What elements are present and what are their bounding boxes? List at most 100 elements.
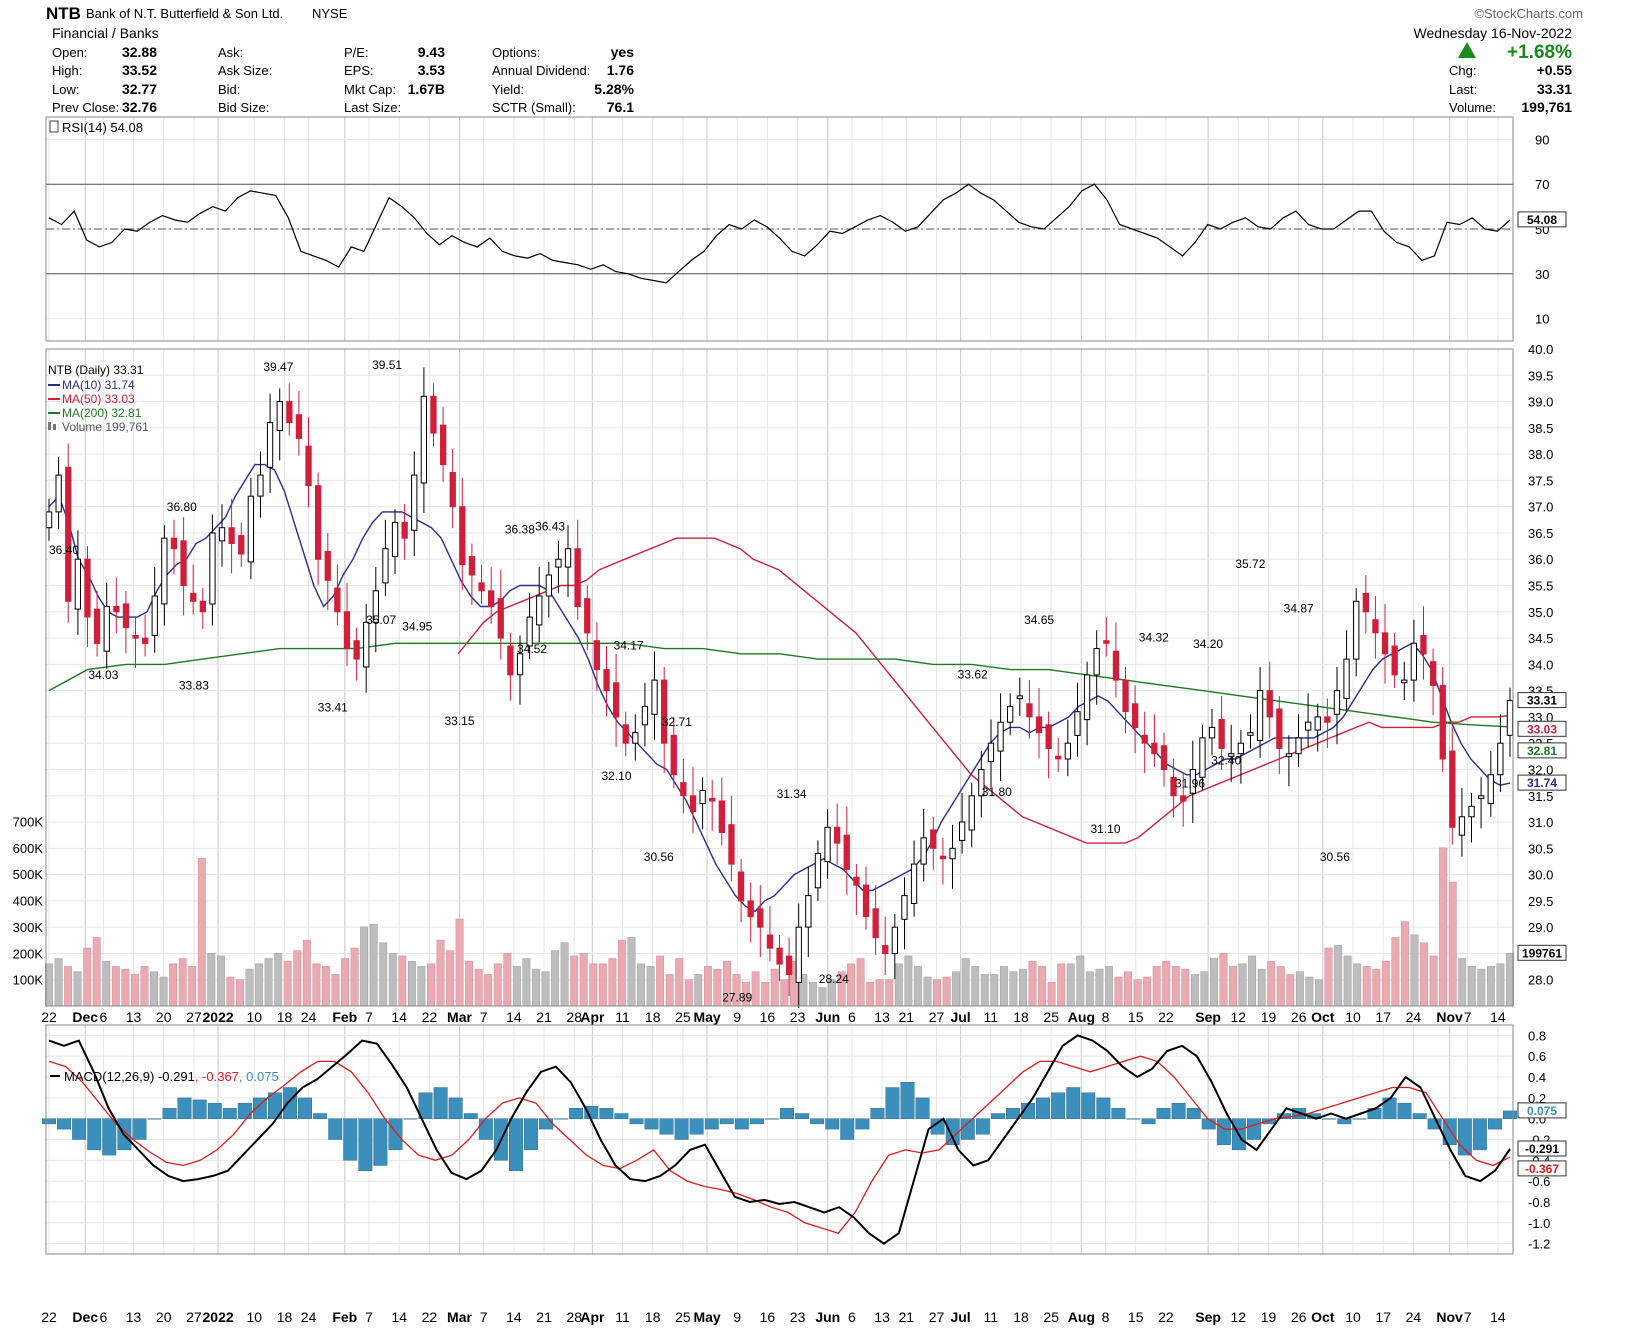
volume-last-box [1517,944,1567,961]
volume-bar [1133,979,1142,1007]
volume-bar [579,953,588,1007]
candle-body [1045,724,1052,749]
candle-body [891,926,899,955]
candle-body [680,782,687,797]
volume-bar [130,974,139,1007]
quote-label: P/E: [344,45,369,60]
y-tick-label: 0.2 [1528,1091,1546,1106]
macd-histogram-bar [870,1108,885,1119]
candle-body [1064,742,1071,760]
volume-bar [1286,974,1295,1007]
y-tick-label: 39.5 [1528,368,1553,383]
y-tick-label: -1.2 [1528,1237,1550,1252]
macd-histogram-bar [283,1087,297,1119]
volume-bar [980,974,989,1007]
x-tick-label: 18 [277,1309,293,1325]
quote-value: 9.43 [418,44,445,60]
macd-histogram-bar [644,1118,659,1130]
volume-bar [1229,966,1238,1007]
price-annotation: 34.17 [614,638,644,652]
macd-histogram-bar [1487,1118,1502,1130]
price-annotation: 39.47 [263,360,293,374]
volume-bar [407,960,416,1007]
macd-title-hist: 0.075 [246,1069,279,1084]
macd-histogram-bar [509,1118,523,1171]
candle-body [1468,805,1475,818]
x-tick-label: 12 [1231,1309,1247,1325]
macd-histogram-bar [162,1108,177,1119]
candle-body [824,826,831,862]
candle-body [1381,632,1389,655]
candle-body [814,853,822,889]
candle-body [1189,769,1196,794]
volume-bar [1295,971,1304,1007]
volume-bar [1343,955,1352,1007]
candle-body [1295,737,1302,755]
volume-bar [465,960,474,1007]
volume-tick-label: 700K [13,814,44,829]
x-tick-label: 22 [422,1309,438,1325]
quote-label: Annual Dividend: [492,63,590,78]
candle-body [1276,708,1283,749]
x-tick-label: 7 [365,1309,373,1325]
ma200-last-box [1517,742,1567,759]
x-tick-label: 20 [156,1009,172,1025]
candle-body [574,548,581,608]
candle-body [1132,703,1139,728]
x-tick-label: 21 [536,1309,552,1325]
price-annotation: 34.20 [1193,637,1223,651]
x-tick-label: 23 [790,1009,806,1025]
candle-body [343,611,351,650]
x-tick-label: Jul [950,1009,970,1025]
candle-body [142,637,149,644]
quote-label: Last: [1449,82,1477,97]
price-annotation: 34.95 [402,619,432,633]
volume-bar [1267,960,1276,1007]
legend-ma200: MA(200) 32.81 [62,406,142,420]
y-tick-label: 36.0 [1528,552,1553,567]
volume-bar [341,958,349,1007]
macd-histogram-bar [207,1102,222,1119]
macd-histogram-bar [1111,1108,1126,1119]
macd-histogram-bar [1096,1097,1111,1119]
volume-bar [427,963,435,1007]
quote-value: 32.77 [122,81,157,97]
legend-price: NTB (Daily) 33.31 [48,363,144,377]
quote-value: +0.55 [1537,62,1573,78]
x-tick-label: 23 [790,1309,806,1325]
x-tick-label: Jul [950,1309,970,1325]
y-tick-label: -0.6 [1528,1174,1550,1189]
candle-body [324,550,331,581]
macd-histogram-bar [1322,1118,1337,1120]
candle-body [1430,661,1437,686]
volume-bar [1276,966,1285,1007]
price-annotation: 36.38 [505,522,535,536]
y-tick-label: -0.8 [1528,1195,1550,1210]
x-tick-label: 25 [1043,1309,1059,1325]
x-tick-label: 2022 [203,1009,234,1025]
x-tick-label: Nov [1436,1309,1463,1325]
x-tick-label: Aug [1068,1009,1095,1025]
x-tick-label: May [693,1009,720,1025]
candle-body [1055,755,1062,760]
volume-bar [942,976,951,1007]
macd-title-macd: -0.291 [158,1069,195,1084]
volume-bar [866,982,875,1007]
volume-bar [1353,963,1362,1007]
candle-body [1420,635,1427,655]
x-tick-label: 9 [733,1009,741,1025]
macd-title-text: MACD(12,26,9) [64,1069,154,1084]
volume-bar [54,958,63,1007]
volume-bar [1410,934,1419,1007]
signal-last-box [1517,1160,1567,1177]
company-name: Bank of N.T. Butterfield & Son Ltd. [86,6,283,21]
volume-bar [293,950,302,1007]
macd-histogram-bar [569,1108,584,1119]
candle-body [382,548,389,584]
x-tick-label: 27 [929,1309,945,1325]
x-tick-label: 11 [615,1309,630,1325]
volume-bar [522,958,531,1007]
x-tick-label: 22 [422,1009,438,1025]
candle-body [1112,650,1120,681]
candle-body [1218,719,1225,749]
